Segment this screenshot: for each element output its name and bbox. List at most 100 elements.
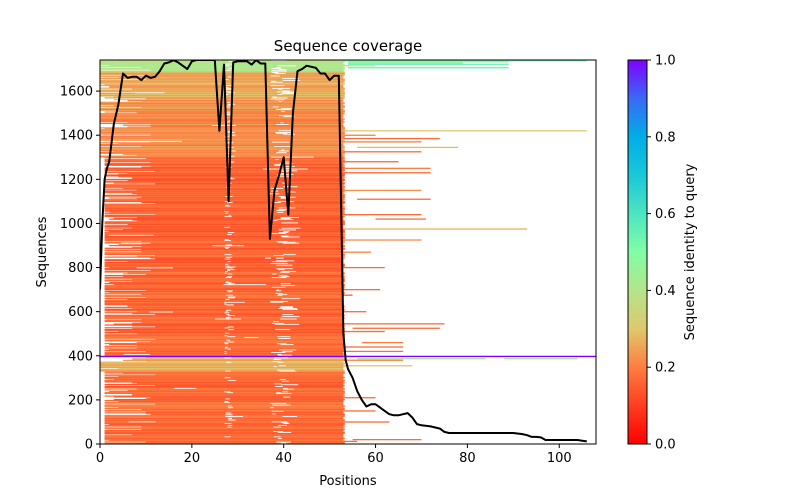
gap-segment (273, 97, 288, 99)
sequence-row (100, 114, 344, 117)
sequence-row (145, 441, 345, 443)
sequence-row (104, 164, 345, 166)
gap-segment (227, 101, 230, 103)
extended-sequence-row (343, 440, 358, 443)
sequence-row (141, 243, 344, 245)
gap-segment (271, 276, 287, 279)
sequence-row (104, 191, 345, 193)
sequence-row (122, 359, 344, 361)
sequence-row (100, 62, 344, 64)
gap-segment (281, 110, 285, 112)
sequence-row (104, 308, 345, 310)
extended-sequence-row (343, 189, 422, 192)
sequence-row (104, 199, 345, 201)
x-tick-label: 80 (459, 451, 476, 466)
extended-sequence-row (343, 350, 404, 353)
sequence-row (145, 274, 344, 276)
gap-segment (224, 401, 230, 403)
sequence-row (104, 424, 344, 426)
sequence-row (100, 138, 344, 140)
sequence-row (104, 312, 344, 314)
sequence-row (136, 311, 345, 313)
extended-sequence-row (343, 239, 422, 241)
gap-segment (224, 327, 229, 329)
extended-sequence-row (343, 410, 376, 412)
gap-segment (286, 191, 296, 193)
sequence-row (104, 328, 344, 331)
gap-segment (224, 357, 232, 359)
sequence-row (104, 418, 344, 420)
sequence-row (104, 200, 344, 202)
gap-segment (274, 163, 281, 166)
gap-segment (276, 123, 289, 125)
gap-segment (224, 204, 229, 206)
gap-segment (282, 79, 300, 81)
colorbar-label: Sequence identity to query (683, 163, 698, 340)
sequence-row (104, 288, 344, 290)
sequence-row (100, 127, 345, 129)
sequence-row (104, 169, 345, 171)
sequence-row (100, 116, 344, 118)
sequence-row (104, 392, 345, 395)
coverage-line (100, 60, 587, 443)
gap-segment (225, 276, 232, 279)
sequence-row (141, 248, 345, 250)
gap-segment (279, 378, 286, 380)
sequence-row (100, 65, 344, 68)
gap-segment (270, 84, 285, 87)
x-tick-label: 100 (547, 451, 572, 466)
gap-segment (224, 200, 229, 203)
gap-segment (279, 68, 287, 70)
gap-segment (227, 260, 231, 263)
gap-segment (277, 361, 284, 363)
gap-segment (283, 167, 293, 169)
extended-sequence-row (343, 289, 381, 291)
sequence-row (132, 327, 345, 330)
gap-segment (277, 369, 295, 371)
gap-segment (123, 353, 151, 355)
gap-segment (228, 76, 232, 78)
gap-segment (227, 130, 231, 133)
gap-segment (277, 353, 282, 355)
gap-segment (280, 282, 291, 285)
sequence-row (104, 170, 345, 172)
gap-segment (226, 152, 231, 155)
extended-sequence-row (504, 358, 578, 360)
sequence-row (104, 228, 344, 230)
sequence-row (104, 297, 344, 300)
sequence-row (104, 324, 344, 326)
sequence-row (150, 69, 345, 71)
y-axis-label: Sequences (35, 216, 50, 287)
gap-segment (272, 413, 276, 415)
y-tick-label: 200 (68, 393, 93, 408)
sequence-row (145, 75, 344, 77)
gap-segment (272, 96, 278, 98)
colorbar-tick-label: 1.0 (655, 54, 676, 69)
gap-segment (226, 106, 231, 108)
sequence-row (104, 419, 345, 421)
sequence-row (132, 393, 344, 395)
sequence-row (104, 209, 344, 211)
gap-segment (280, 284, 296, 286)
sequence-row (109, 218, 344, 220)
sequence-row (100, 118, 345, 120)
colorbar-tick-label: 0.8 (655, 130, 676, 145)
sequence-row (104, 247, 345, 249)
sequence-row (132, 382, 345, 384)
sequence-row (100, 361, 344, 363)
sequence-row (113, 105, 345, 107)
sequence-row (104, 384, 344, 386)
sequence-row (104, 289, 345, 291)
gap-segment (281, 149, 285, 151)
gap-segment (274, 145, 293, 147)
sequence-row (155, 338, 344, 340)
sequence-row (104, 264, 345, 266)
gap-segment (277, 218, 294, 220)
sequence-row (141, 166, 345, 168)
sequence-row (104, 436, 344, 438)
gap-segment (275, 290, 282, 292)
gap-segment (283, 133, 296, 135)
sequence-row (104, 275, 344, 277)
colorbar-tick-label: 0.0 (655, 438, 676, 453)
gap-segment (270, 262, 289, 264)
